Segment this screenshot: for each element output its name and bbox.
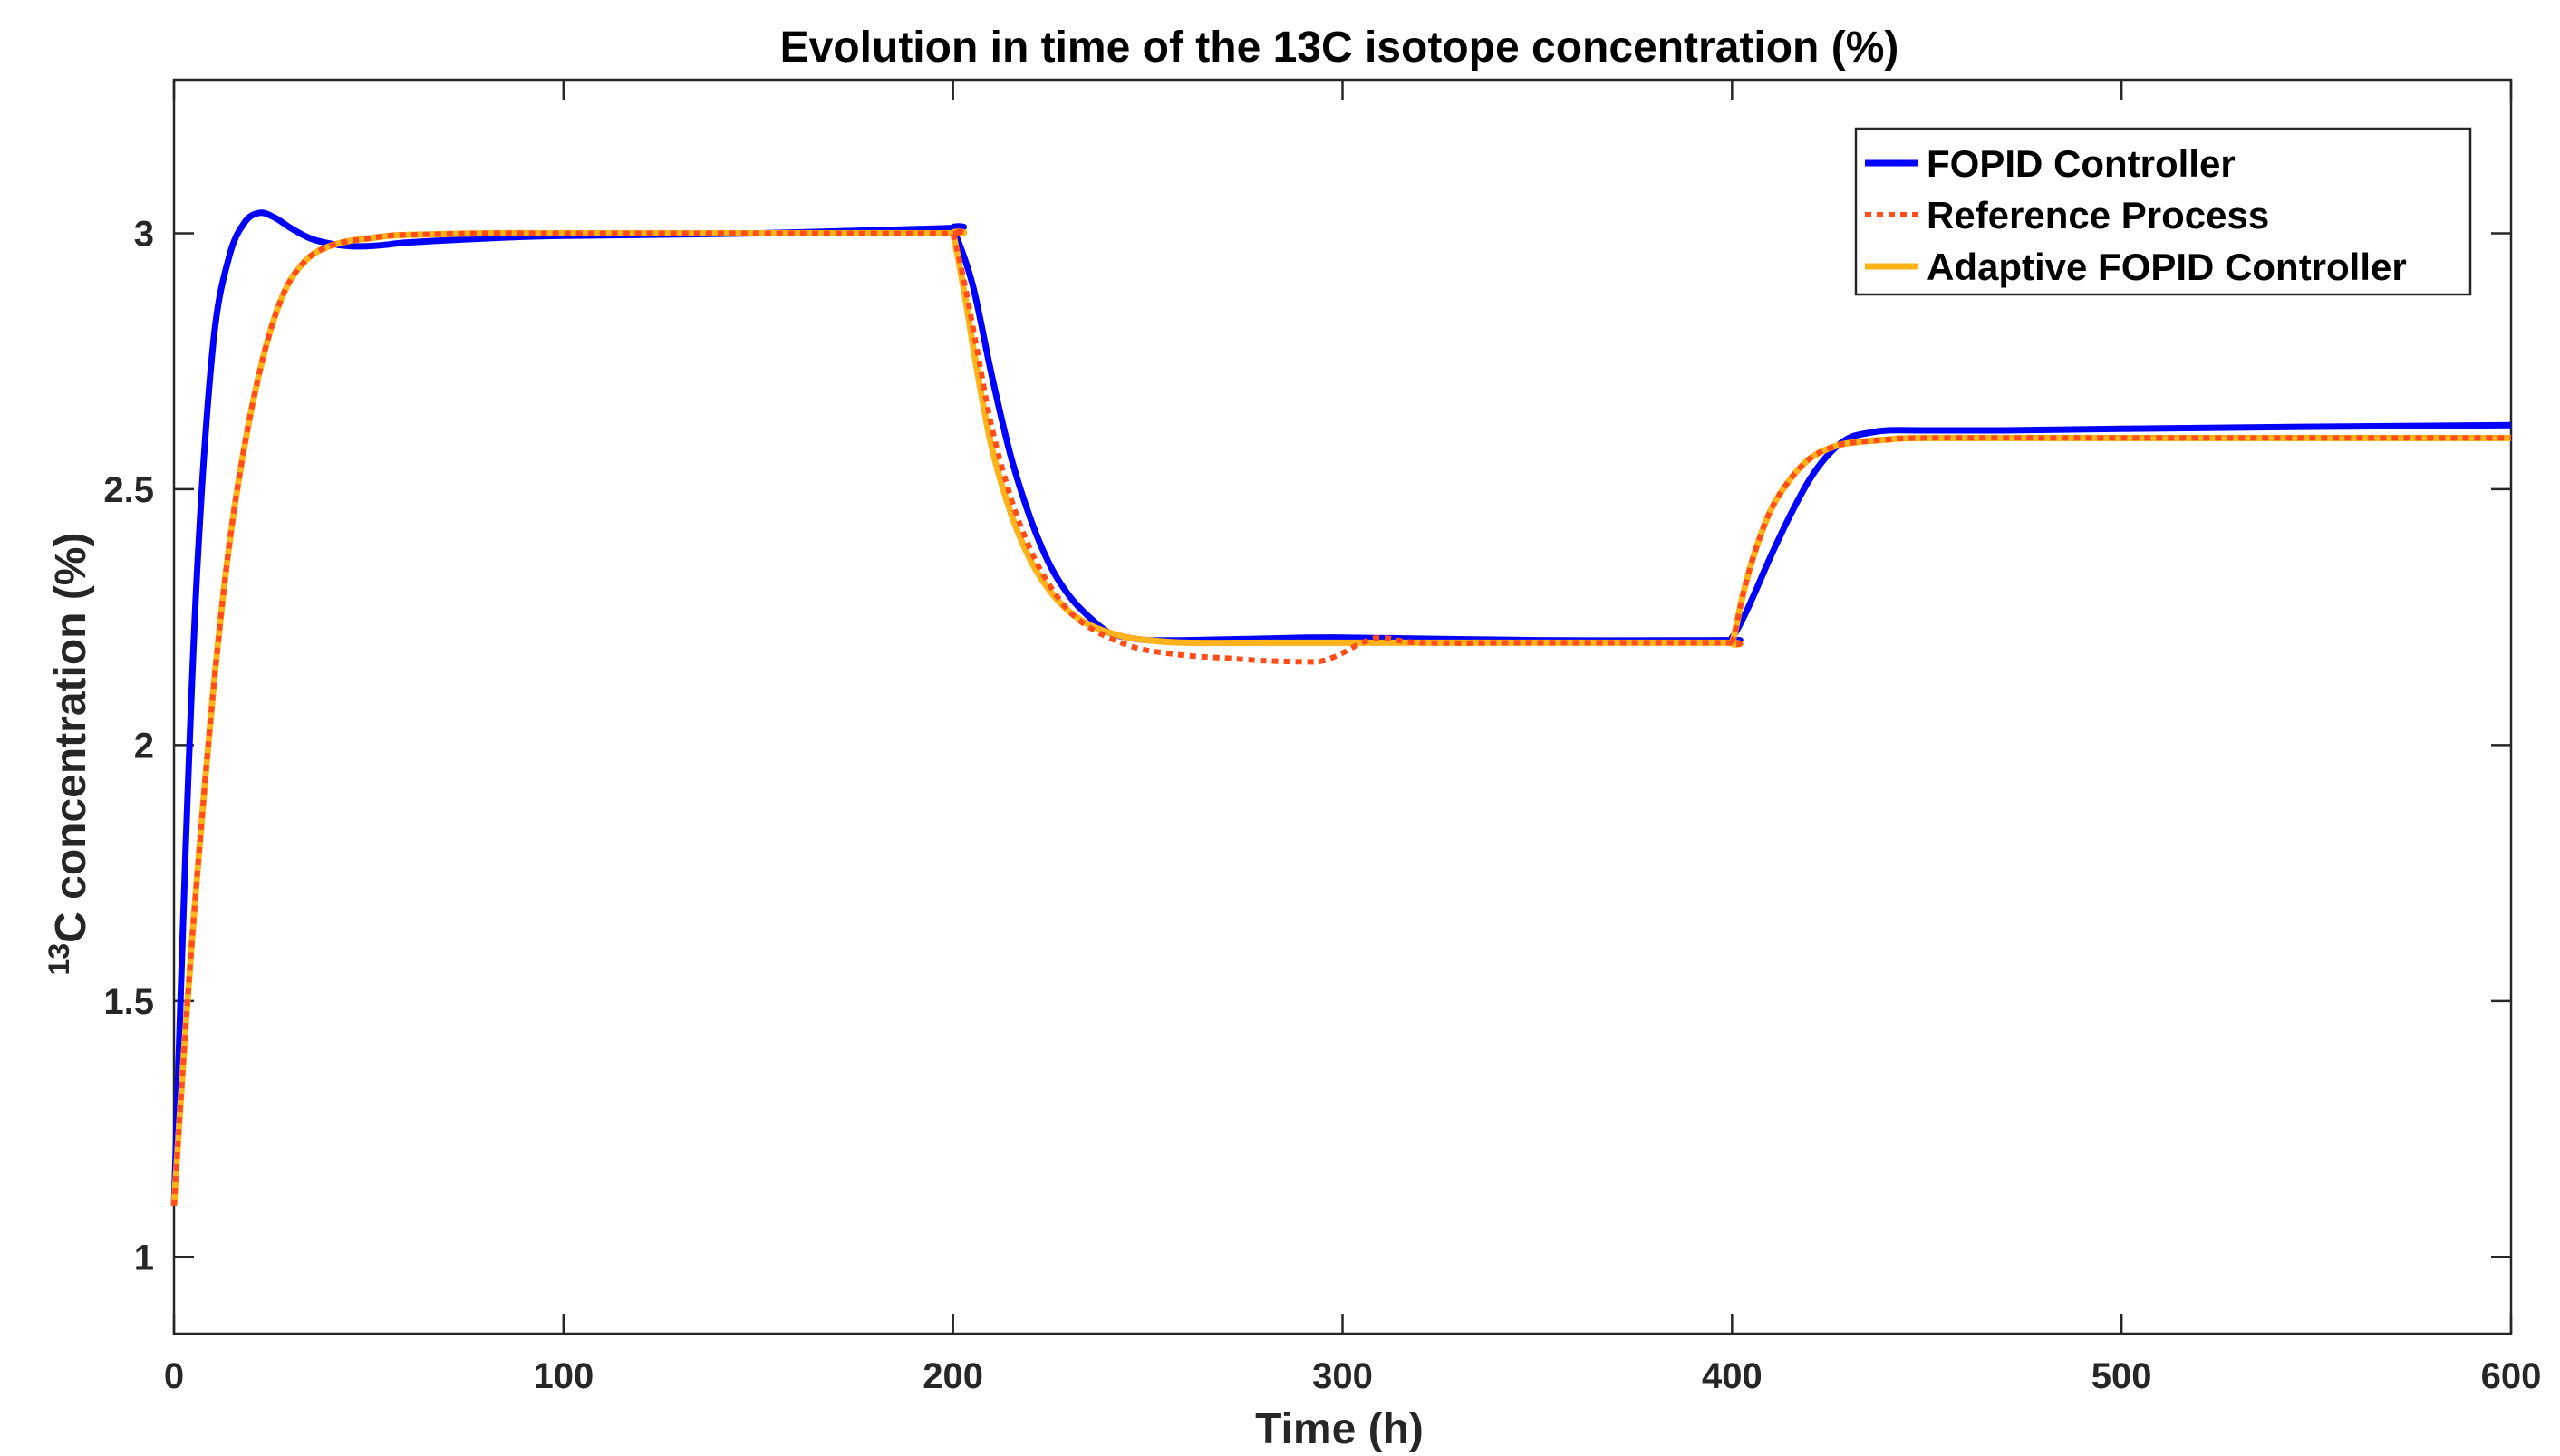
y-tick-label: 3 (134, 214, 154, 254)
series (170, 209, 2512, 1207)
y-axis-label: 13C concentration (%) (43, 533, 95, 976)
x-tick-label: 100 (533, 1356, 594, 1396)
series-line-reference-process (171, 228, 2511, 1206)
x-tick-label: 600 (2481, 1356, 2542, 1396)
x-tick-label: 200 (923, 1356, 983, 1396)
x-tick-label: 500 (2091, 1356, 2152, 1396)
y-axis-label-text: C concentration (%) (47, 533, 95, 943)
x-tick-label: 300 (1312, 1356, 1373, 1396)
ticks: 0 100 200 300 400 500 600 1 1.5 2 2.5 3 (103, 80, 2541, 1396)
y-tick-label: 1.5 (103, 982, 154, 1022)
x-tick-label: 0 (164, 1356, 184, 1396)
y-tick-label: 1 (134, 1238, 154, 1278)
legend-label: Adaptive FOPID Controller (1927, 246, 2407, 288)
legend-label: Reference Process (1927, 194, 2269, 236)
y-tick-label: 2 (134, 726, 154, 766)
x-axis-label: Time (h) (1255, 1405, 1424, 1453)
y-axis-label-superscript: 13 (43, 943, 75, 976)
legend-box (1854, 127, 2472, 296)
y-tick-label: 2.5 (103, 470, 154, 510)
legend: FOPID Controller Reference Process Adaptiv… (1854, 127, 2472, 296)
legend-label: FOPID Controller (1927, 142, 2236, 185)
x-tick-label: 400 (1702, 1356, 1763, 1396)
chart-title: Evolution in time of the 13C isotope con… (780, 24, 1899, 72)
